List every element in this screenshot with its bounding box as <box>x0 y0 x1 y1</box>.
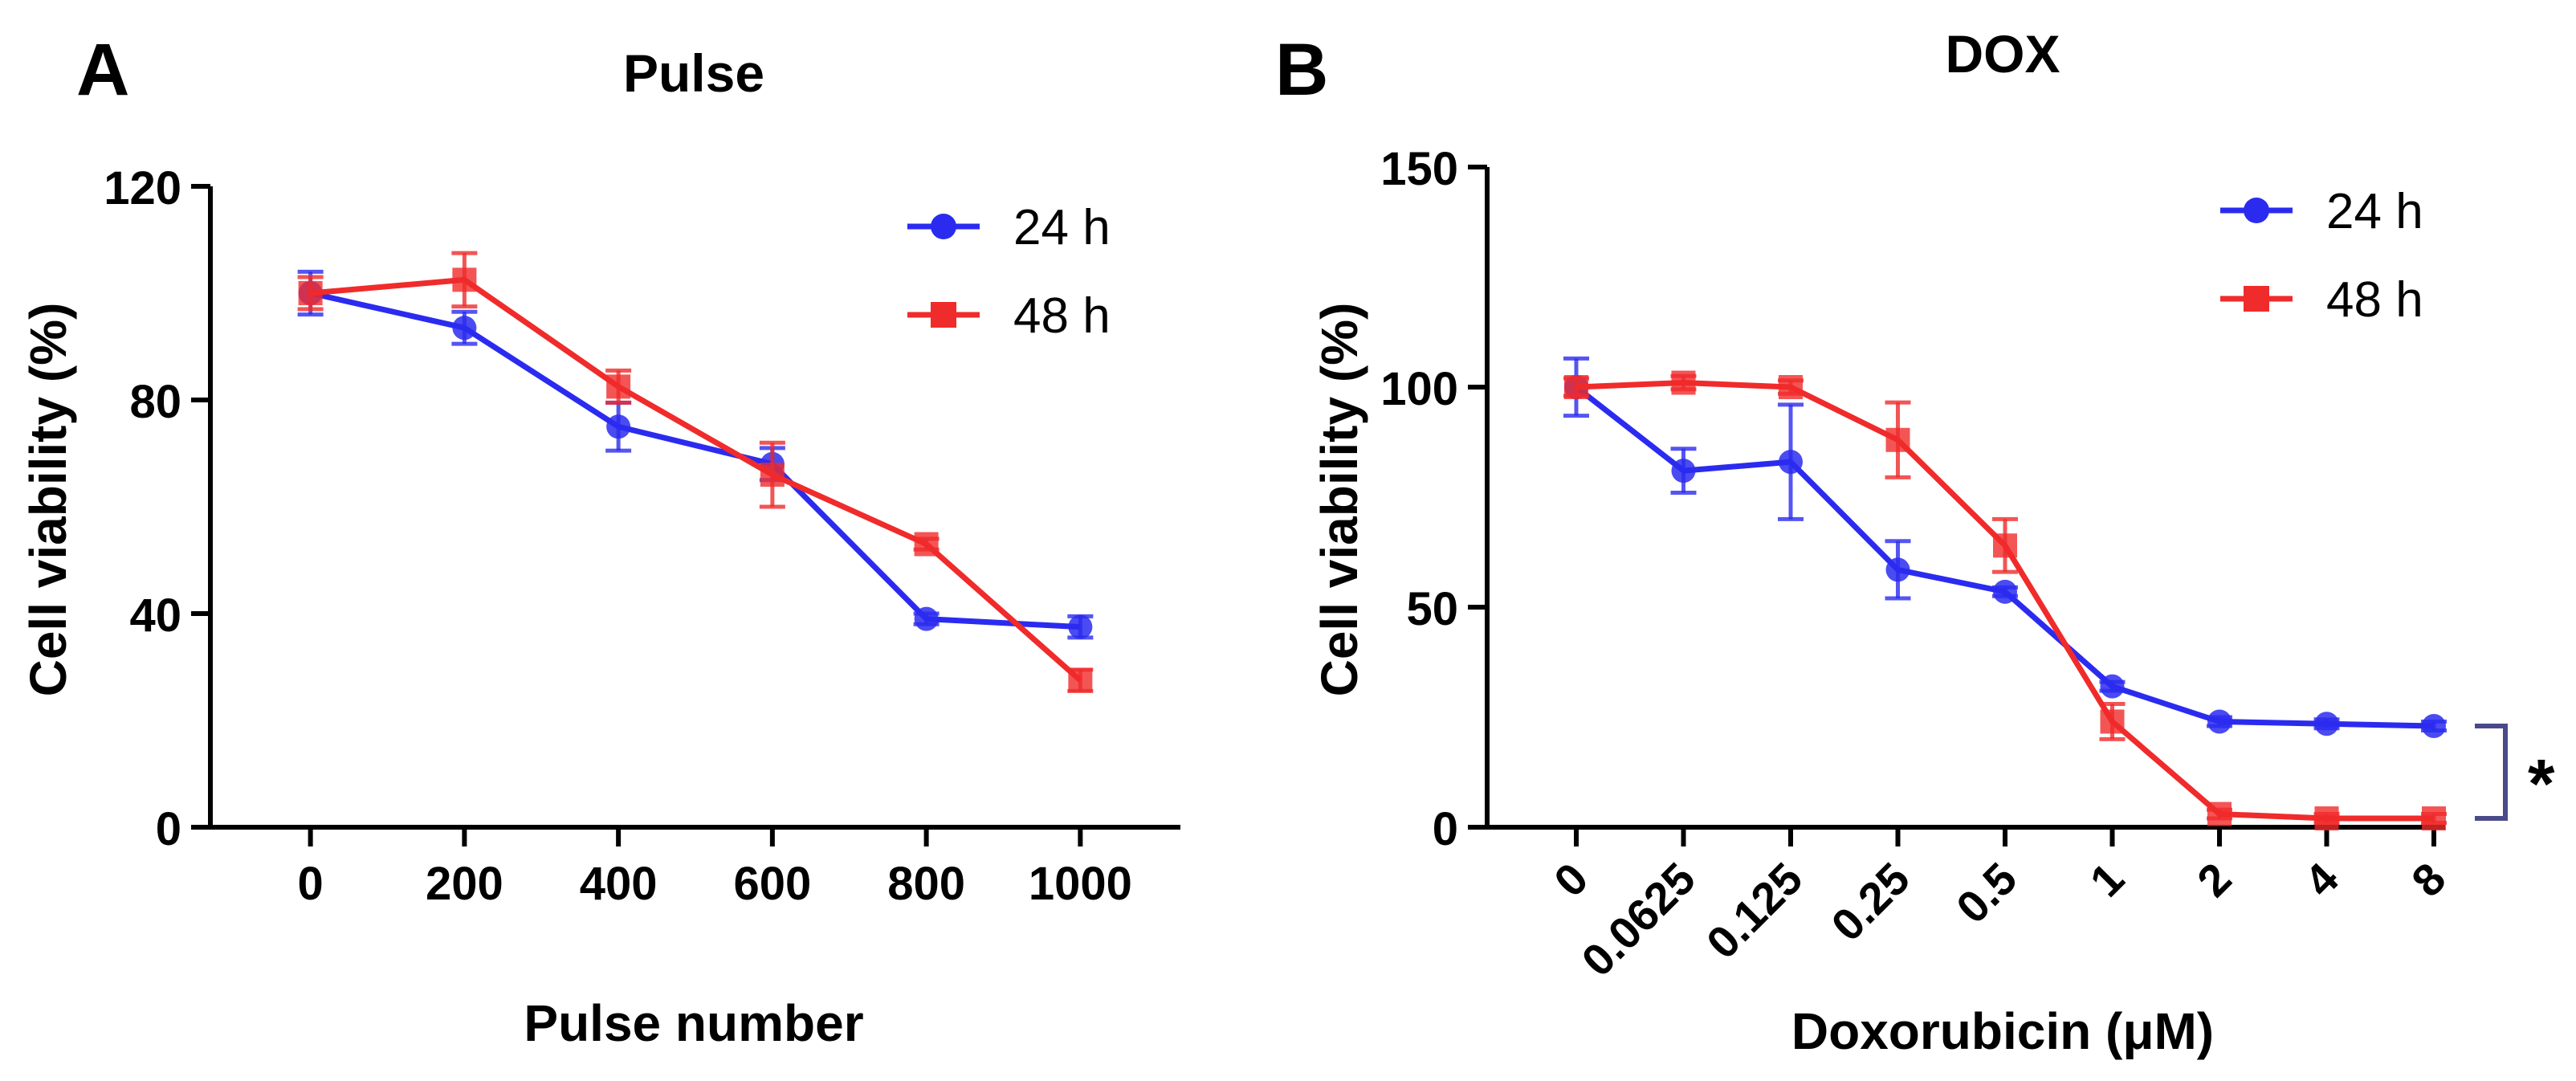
panel-b-point <box>1885 557 1910 582</box>
panel-b-point <box>1564 375 1588 399</box>
panel-b-y-tick-label: 50 <box>1406 583 1458 635</box>
panel-a-series-line-1 <box>309 290 1081 630</box>
panel-b-x-tick-label: 0.5 <box>1946 853 2027 933</box>
panel-b-x-tick-label: 2 <box>2187 853 2241 907</box>
panel-a-point <box>606 414 631 439</box>
panel-a-point <box>452 316 477 341</box>
panel-a-plot: 0 40 80 120 0 200 400 600 800 1000 24 h 48 h <box>104 162 1180 910</box>
panel-a-x-tick-label: 800 <box>887 858 965 910</box>
panel-b-legend-label: 24 h <box>2326 184 2423 239</box>
panel-b-point <box>2207 802 2232 826</box>
panel-a-point <box>298 281 323 305</box>
panel-a-point <box>606 374 631 399</box>
panel-b-point <box>2100 709 2125 734</box>
panel-a-ylabel: Cell viability (%) <box>19 303 77 697</box>
panel-a-x-tick-label: 400 <box>580 858 658 910</box>
panel-b-label: B <box>1275 29 1328 111</box>
panel-b-point <box>1885 427 1910 452</box>
panel-b-y-tick-label: 150 <box>1380 143 1458 195</box>
panel-b-point <box>2314 712 2339 736</box>
panel-a-x-tick-label: 1000 <box>1029 858 1132 910</box>
panel-a-point <box>1068 668 1093 693</box>
panel-a-point <box>1068 614 1093 639</box>
panel-b-point <box>2100 674 2125 699</box>
panel-b-legend-label: 48 h <box>2326 272 2423 328</box>
panel-a-point <box>452 267 477 292</box>
panel-b-x-tick-label: 0.25 <box>1821 853 1919 951</box>
panel-b-point <box>1779 375 1803 399</box>
panel-b-point <box>1671 370 1696 395</box>
panel-a-y-tick-label: 120 <box>104 162 181 214</box>
panel-a-x-tick-label: 600 <box>733 858 811 910</box>
panel-a-label: A <box>76 29 129 111</box>
panel-b-ylabel: Cell viability (%) <box>1310 303 1368 697</box>
panel-b-point <box>1993 579 2017 604</box>
panel-b-point <box>1671 459 1696 483</box>
panel-a-legend-label: 48 h <box>1013 288 1111 344</box>
panel-b-xlabel: Doxorubicin (μM) <box>1791 1002 2214 1060</box>
panel-b-y-tick-label: 100 <box>1380 363 1458 415</box>
panel-a-xlabel: Pulse number <box>524 994 863 1052</box>
panel-b-x-tick-label: 0.125 <box>1697 853 1812 969</box>
panel-b-significance-bracket <box>2475 723 2508 822</box>
panel-b-x-tick-label: 0.0625 <box>1571 853 1705 986</box>
panel-b-point <box>2422 713 2446 738</box>
panel-a-legend-marker <box>931 302 956 328</box>
panel-a-y-tick-label: 40 <box>129 589 181 642</box>
panel-b-y-tick-label: 0 <box>1433 803 1458 855</box>
panel-b-x-tick-label: 8 <box>2402 853 2456 907</box>
panel-a-y-tick-label: 80 <box>129 376 181 428</box>
panel-a-x-tick-label: 0 <box>298 858 324 910</box>
panel-b-title: DOX <box>1945 24 2060 84</box>
panel-a-y-tick-label: 0 <box>156 803 181 855</box>
panel-b-point <box>2207 709 2232 734</box>
panel-a-point <box>760 463 785 487</box>
panel-a-point <box>914 532 939 557</box>
panel-b-x-tick-label: 4 <box>2294 853 2348 907</box>
panel-b-point <box>2422 806 2446 831</box>
panel-a-series-line-2 <box>310 276 1082 683</box>
panel-a-point <box>914 606 939 631</box>
panel-b-point <box>2314 806 2339 831</box>
panel-b-legend-marker <box>2244 198 2269 223</box>
panel-b-x-tick-label: 0 <box>1544 853 1598 907</box>
panel-b-significance-annotation: * <box>2528 746 2555 823</box>
panel-a-title: Pulse <box>623 43 764 103</box>
panel-b-point <box>1993 533 2017 558</box>
panel-a-legend-marker <box>931 214 956 239</box>
panel-a-legend-label: 24 h <box>1013 200 1111 255</box>
panel-b-legend-marker <box>2244 286 2269 312</box>
panel-b-point <box>1779 450 1803 475</box>
panel-a-x-tick-label: 200 <box>426 858 503 910</box>
panel-b-x-tick-label: 1 <box>2080 853 2134 907</box>
